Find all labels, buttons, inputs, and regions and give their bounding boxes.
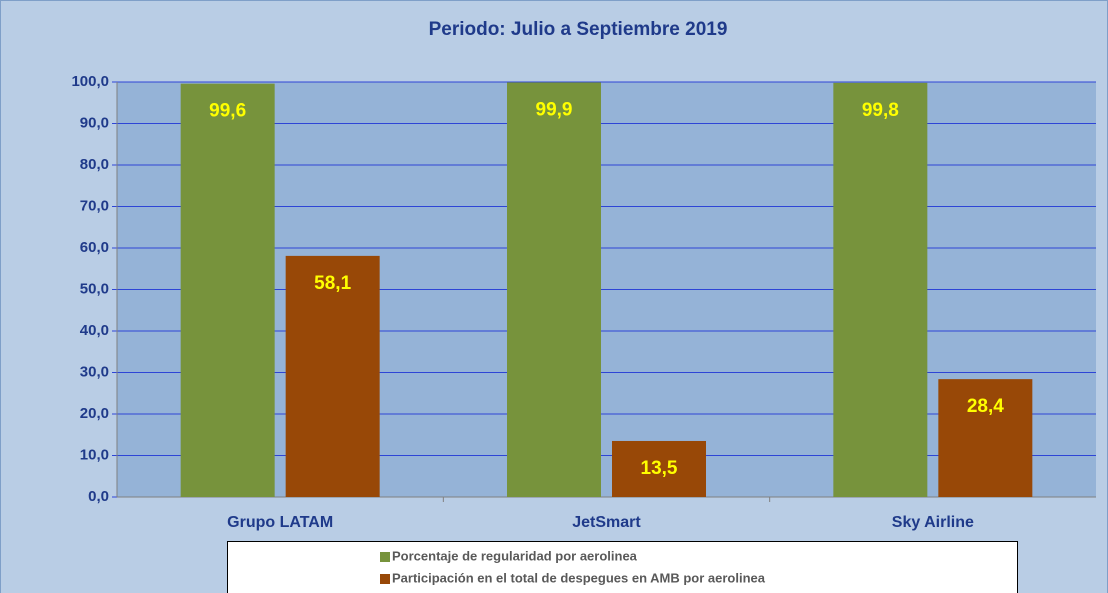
legend-swatch	[380, 552, 390, 562]
bar	[612, 440, 706, 497]
x-tick-label: Sky Airline	[892, 514, 974, 531]
x-tick-label: JetSmart	[572, 514, 641, 531]
y-tick-label: 70,0	[80, 197, 109, 214]
legend-box	[227, 541, 1018, 593]
bar	[180, 83, 275, 497]
legend-label: Porcentaje de regularidad por aerolinea	[392, 548, 638, 563]
value-label: 99,6	[209, 101, 246, 122]
y-tick-label: 40,0	[80, 322, 109, 339]
bar	[938, 379, 1033, 497]
y-tick-label: 30,0	[80, 363, 109, 380]
bar	[507, 82, 601, 497]
y-tick-label: 50,0	[80, 280, 109, 297]
x-tick-label: Grupo LATAM	[227, 514, 333, 531]
value-label: 58,1	[314, 273, 351, 294]
value-label: 99,9	[536, 99, 573, 120]
y-tick-label: 90,0	[80, 114, 109, 131]
y-tick-label: 10,0	[80, 446, 109, 463]
y-tick-label: 0,0	[88, 488, 109, 505]
value-label: 99,8	[862, 100, 899, 121]
bar	[833, 82, 928, 497]
value-label: 13,5	[641, 458, 678, 479]
y-tick-label: 60,0	[80, 239, 109, 256]
chart-title: Periodo: Julio a Septiembre 2019	[429, 19, 728, 40]
y-tick-label: 80,0	[80, 156, 109, 173]
y-tick-label: 20,0	[80, 405, 109, 422]
value-label: 28,4	[967, 396, 1004, 417]
bar	[285, 255, 380, 497]
y-tick-label: 100,0	[71, 73, 109, 90]
legend-label: Participación en el total de despegues e…	[392, 570, 766, 585]
legend-swatch	[380, 574, 390, 584]
